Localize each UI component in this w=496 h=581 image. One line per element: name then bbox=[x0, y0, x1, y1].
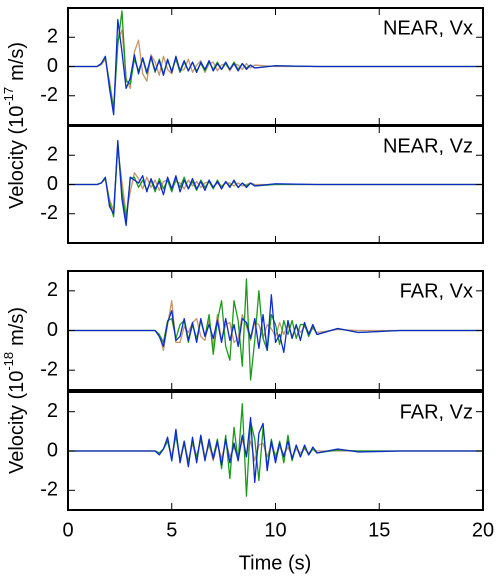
y-tick-label: 0 bbox=[47, 439, 58, 461]
plot-area bbox=[68, 10, 483, 116]
y-tick-label: 2 bbox=[47, 26, 58, 48]
y-axis-title-unit: m/s) bbox=[6, 42, 28, 81]
x-tick-label: 0 bbox=[62, 519, 73, 541]
y-axis-title-text: Velocity (10 bbox=[6, 106, 28, 209]
waveform bbox=[68, 29, 483, 109]
x-tick-label: 5 bbox=[166, 519, 177, 541]
panel-frame bbox=[67, 125, 484, 244]
waveform bbox=[68, 19, 483, 116]
panel-title: NEAR, Vz bbox=[383, 135, 473, 157]
y-tick-label: 0 bbox=[47, 55, 58, 77]
y-axis-title: Velocity (10-18 m/s) bbox=[1, 307, 28, 474]
y-axis-title: Velocity (10-17 m/s) bbox=[1, 42, 28, 209]
y-tick-label: -2 bbox=[40, 84, 58, 106]
plot-area bbox=[68, 278, 483, 381]
waveform bbox=[68, 139, 483, 227]
panel-frame bbox=[67, 270, 484, 391]
y-tick-label: 0 bbox=[47, 173, 58, 195]
panel-frame bbox=[67, 391, 484, 511]
panel-title: FAR, Vx bbox=[400, 280, 473, 302]
y-axis-title-exponent: -18 bbox=[1, 352, 16, 371]
x-tick-label: 10 bbox=[264, 519, 286, 541]
y-axis-title-unit: m/s) bbox=[6, 307, 28, 346]
y-axis-title-exponent: -17 bbox=[1, 87, 16, 106]
y-tick-label: 2 bbox=[47, 144, 58, 166]
x-axis-title: Time (s) bbox=[239, 552, 312, 574]
y-axis-title-text: Velocity (10 bbox=[6, 371, 28, 474]
x-tick-label: 15 bbox=[368, 519, 390, 541]
waveform bbox=[68, 416, 483, 484]
plot-area bbox=[68, 139, 483, 227]
panel-title: NEAR, Vx bbox=[383, 17, 473, 39]
y-tick-label: 0 bbox=[47, 319, 58, 341]
y-tick-label: -2 bbox=[40, 202, 58, 224]
waveform bbox=[68, 278, 483, 381]
x-tick-label: 20 bbox=[472, 519, 494, 541]
y-tick-label: -2 bbox=[40, 358, 58, 380]
plot-area bbox=[68, 403, 483, 497]
y-tick-label: -2 bbox=[40, 479, 58, 501]
panel-title: FAR, Vz bbox=[400, 401, 473, 423]
waveform bbox=[68, 294, 483, 353]
y-tick-label: 2 bbox=[47, 400, 58, 422]
y-tick-label: 2 bbox=[47, 279, 58, 301]
